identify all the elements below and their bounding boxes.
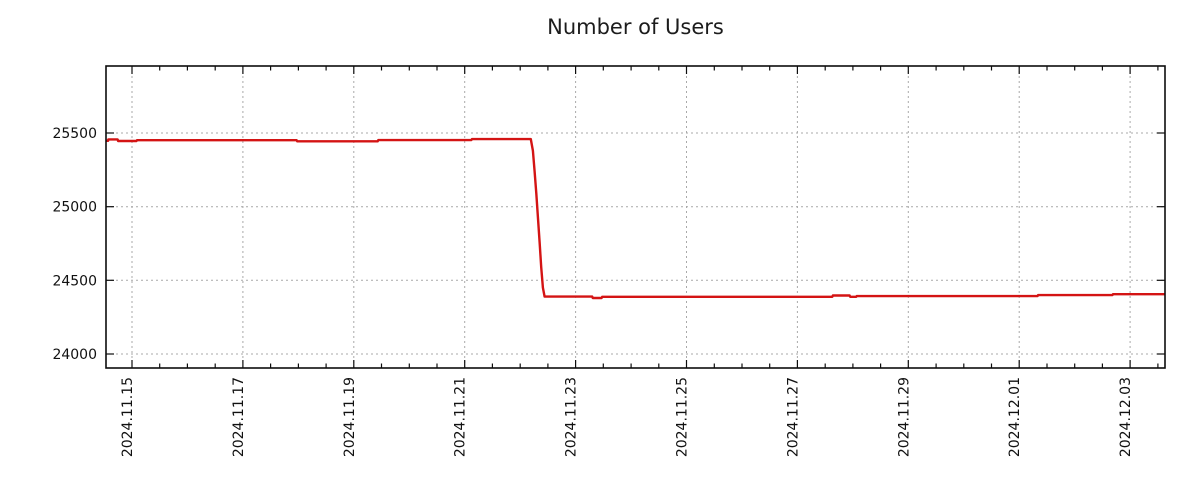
x-grid-and-labels: 2024.11.15 2024.11.17 2024.11.19 2024.11.21…: [120, 66, 1159, 457]
x-tick-label: 2024.12.03: [1118, 377, 1134, 457]
x-tick-label: 2024.11.21: [453, 377, 469, 457]
y-grid-and-labels: 24000 24500 25000 25500: [52, 126, 1165, 363]
x-tick-label: 2024.11.25: [675, 377, 691, 457]
y-tick-label: 24500: [52, 273, 97, 289]
series-line-users: [106, 137, 1165, 300]
x-tick-label: 2024.12.01: [1007, 377, 1023, 457]
y-tick-label: 25500: [52, 126, 97, 142]
x-tick-label: 2024.11.23: [564, 377, 580, 457]
y-tick-label: 25000: [52, 200, 97, 216]
y-tick-label: 24000: [52, 347, 97, 363]
chart-title: Number of Users: [547, 15, 724, 39]
x-tick-label: 2024.11.17: [231, 377, 247, 457]
x-tick-label: 2024.11.15: [120, 377, 136, 457]
plot-frame: [105, 65, 1166, 369]
x-tick-label: 2024.11.19: [342, 377, 358, 457]
x-tick-label: 2024.11.27: [785, 377, 801, 457]
x-tick-label: 2024.11.29: [896, 377, 912, 457]
